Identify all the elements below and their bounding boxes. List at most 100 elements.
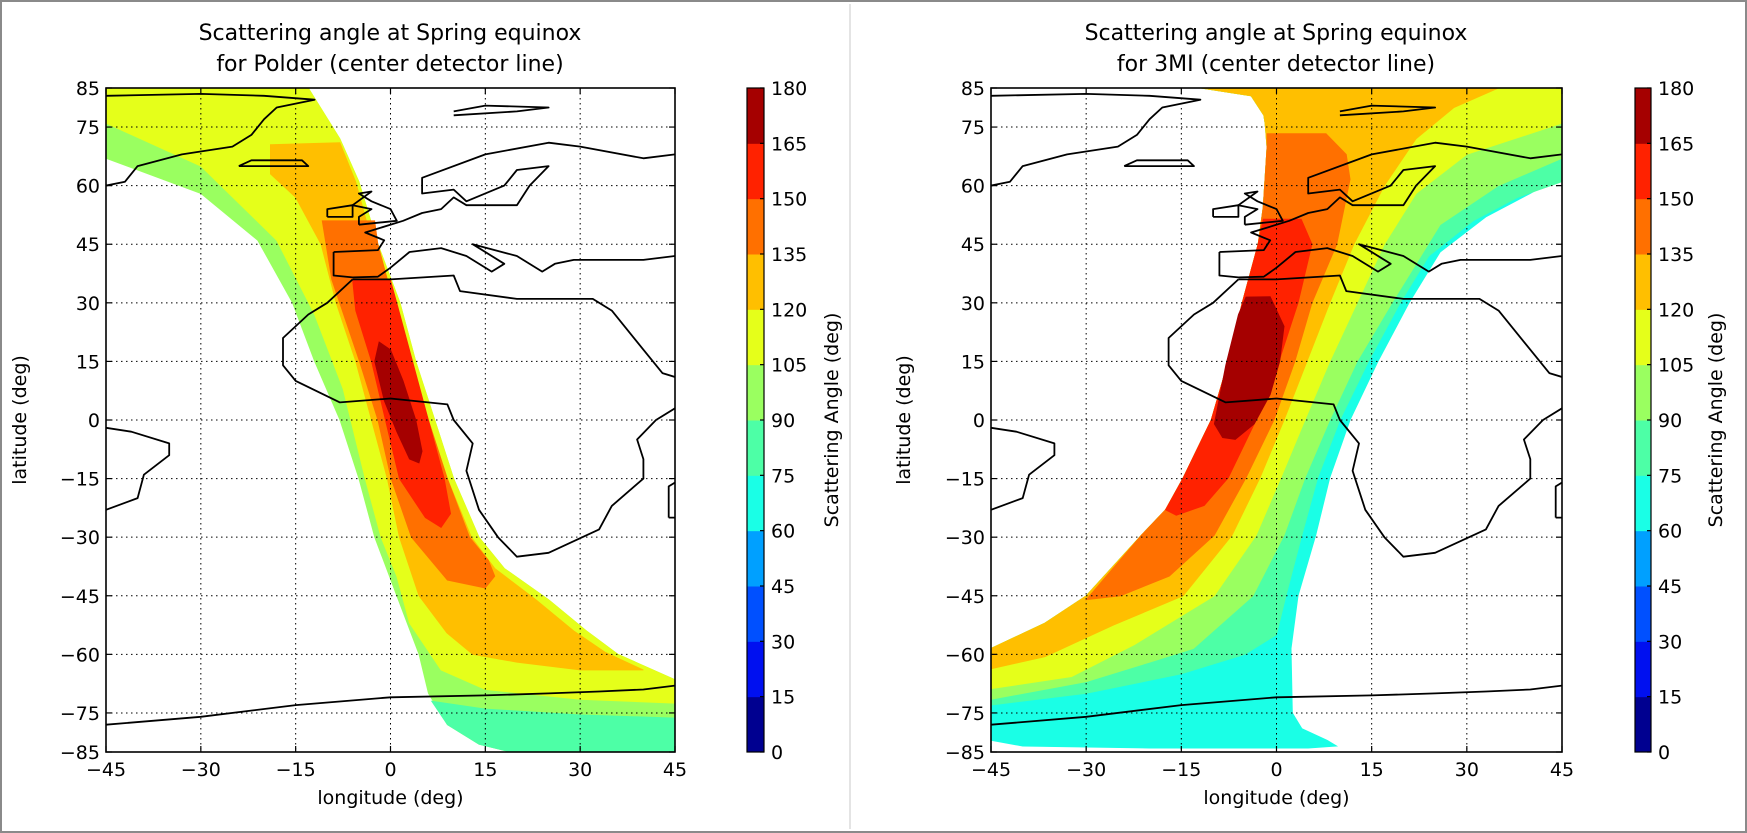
x-tick-label: −15: [276, 759, 316, 781]
colorbar-tick-label: 0: [1658, 742, 1670, 764]
colorbar-segment-30: [1635, 586, 1651, 642]
coastline: [1339, 104, 1436, 117]
panels: Scattering angle at Spring equinox for Po…: [9, 21, 1727, 809]
y-tick-label: 60: [961, 176, 985, 198]
x-tick-label: 45: [1550, 759, 1574, 781]
y-tick-label: −45: [945, 586, 985, 608]
coastline: [453, 104, 550, 117]
colorbar-segment-15: [747, 641, 764, 698]
coastline: [106, 684, 675, 726]
coastline: [332, 243, 675, 279]
colorbar-segment-60: [747, 475, 764, 532]
contour-fills: [106, 88, 675, 752]
x-tick-label: 15: [1360, 759, 1384, 781]
y-tick-label: 15: [961, 351, 985, 373]
y-tick-label: 75: [961, 117, 985, 139]
y-tick-label: 0: [973, 410, 985, 432]
colorbar-segment-150: [1635, 143, 1651, 200]
colorbar-tick-label: 105: [1658, 355, 1694, 377]
chart-panel-2: Scattering angle at Spring equinox for 3M…: [893, 21, 1727, 809]
x-tick-label: 15: [473, 759, 497, 781]
coastline: [991, 93, 1202, 187]
coastline: [1238, 274, 1562, 378]
contour-band-75: [430, 700, 675, 752]
coastline: [282, 278, 675, 558]
colorbar-segment-165: [747, 88, 764, 144]
x-tick-label: 45: [663, 759, 687, 781]
colorbar-segment-0: [747, 696, 764, 753]
colorbar-segment-30: [747, 586, 764, 642]
y-tick-label: −15: [945, 469, 985, 491]
colorbar-segment-135: [747, 198, 764, 255]
colorbar-segment-90: [1635, 364, 1651, 421]
colorbar-segment-105: [1635, 309, 1651, 366]
colorbar: 0 15 30 45 60 75 90 105 120 135 150 165 180 Scatterin…: [746, 78, 843, 764]
coastline: [1212, 204, 1240, 218]
coastline: [1237, 190, 1284, 226]
colorbar-segment-90: [747, 364, 764, 421]
colorbar-tick-label: 105: [771, 355, 807, 377]
y-tick-label: 45: [76, 234, 100, 256]
colorbar-tick-label: 150: [771, 189, 807, 211]
colorbar-tick-label: 120: [771, 299, 807, 321]
y-axis-label: latitude (deg): [9, 355, 31, 485]
y-tick-label: −75: [60, 703, 100, 725]
y-tick-label: −60: [60, 644, 100, 666]
colorbar-segment-60: [1635, 475, 1651, 532]
y-tick-label: −85: [60, 742, 100, 764]
colorbar-tick-label: 15: [771, 687, 795, 709]
y-tick-label: −15: [60, 469, 100, 491]
colorbar-tick-label: 60: [771, 521, 795, 543]
chart-title-line-1: Scattering angle at Spring equinox: [199, 21, 582, 46]
colorbar-tick-label: 45: [771, 576, 795, 598]
chart-panel-1: Scattering angle at Spring equinox for Po…: [9, 21, 843, 809]
colorbar-tick-label: 120: [1658, 299, 1694, 321]
y-tick-label: −60: [945, 644, 985, 666]
colorbar-label: Scattering Angle (deg): [821, 313, 843, 528]
x-axis-label: longitude (deg): [1203, 787, 1349, 809]
y-tick-label: −30: [945, 527, 985, 549]
chart-title-line-1: Scattering angle at Spring equinox: [1085, 21, 1468, 46]
colorbar-segment-150: [747, 143, 764, 200]
colorbar-segment-0: [1635, 696, 1651, 753]
gridlines: [106, 88, 675, 752]
y-tick-label: 85: [961, 78, 985, 100]
y-axis-label: latitude (deg): [893, 355, 915, 485]
colorbar-tick-label: 165: [771, 133, 807, 155]
x-tick-label: −15: [1161, 759, 1201, 781]
coastline: [991, 684, 1562, 726]
coastline: [351, 190, 398, 226]
colorbar-tick-label: 90: [771, 410, 795, 432]
colorbar-tick-label: 60: [1658, 521, 1682, 543]
coastline: [1554, 481, 1562, 519]
colorbar: 0 15 30 45 60 75 90 105 120 135 150 165 180 Scatterin…: [1634, 78, 1727, 764]
coastline: [1123, 159, 1195, 168]
colorbar-segment-45: [1635, 530, 1651, 587]
chart-title-line-2: for Polder (center detector line): [216, 52, 563, 77]
chart-title-line-2: for 3MI (center detector line): [1117, 52, 1435, 77]
colorbar-tick-label: 30: [771, 631, 795, 653]
x-tick-label: 30: [568, 759, 592, 781]
y-tick-label: 45: [961, 234, 985, 256]
y-tick-label: −30: [60, 527, 100, 549]
colorbar-tick-label: 180: [771, 78, 807, 100]
colorbar-segment-135: [1635, 198, 1651, 255]
coastline: [333, 141, 675, 253]
x-tick-label: −30: [1066, 759, 1106, 781]
coastline: [106, 93, 316, 187]
coastline: [991, 426, 1056, 511]
coastlines: [106, 93, 675, 726]
y-tick-label: −85: [945, 742, 985, 764]
contour-band-165: [374, 341, 423, 464]
colorbar-tick-label: 135: [771, 244, 807, 266]
y-tick-label: −45: [60, 586, 100, 608]
y-tick-label: 15: [76, 351, 100, 373]
colorbar-tick-label: 30: [1658, 631, 1682, 653]
x-tick-label: −30: [181, 759, 221, 781]
y-tick-label: 60: [76, 176, 100, 198]
coastline: [106, 426, 171, 511]
colorbar-tick-label: 75: [1658, 465, 1682, 487]
colorbar-tick-label: 0: [771, 742, 783, 764]
